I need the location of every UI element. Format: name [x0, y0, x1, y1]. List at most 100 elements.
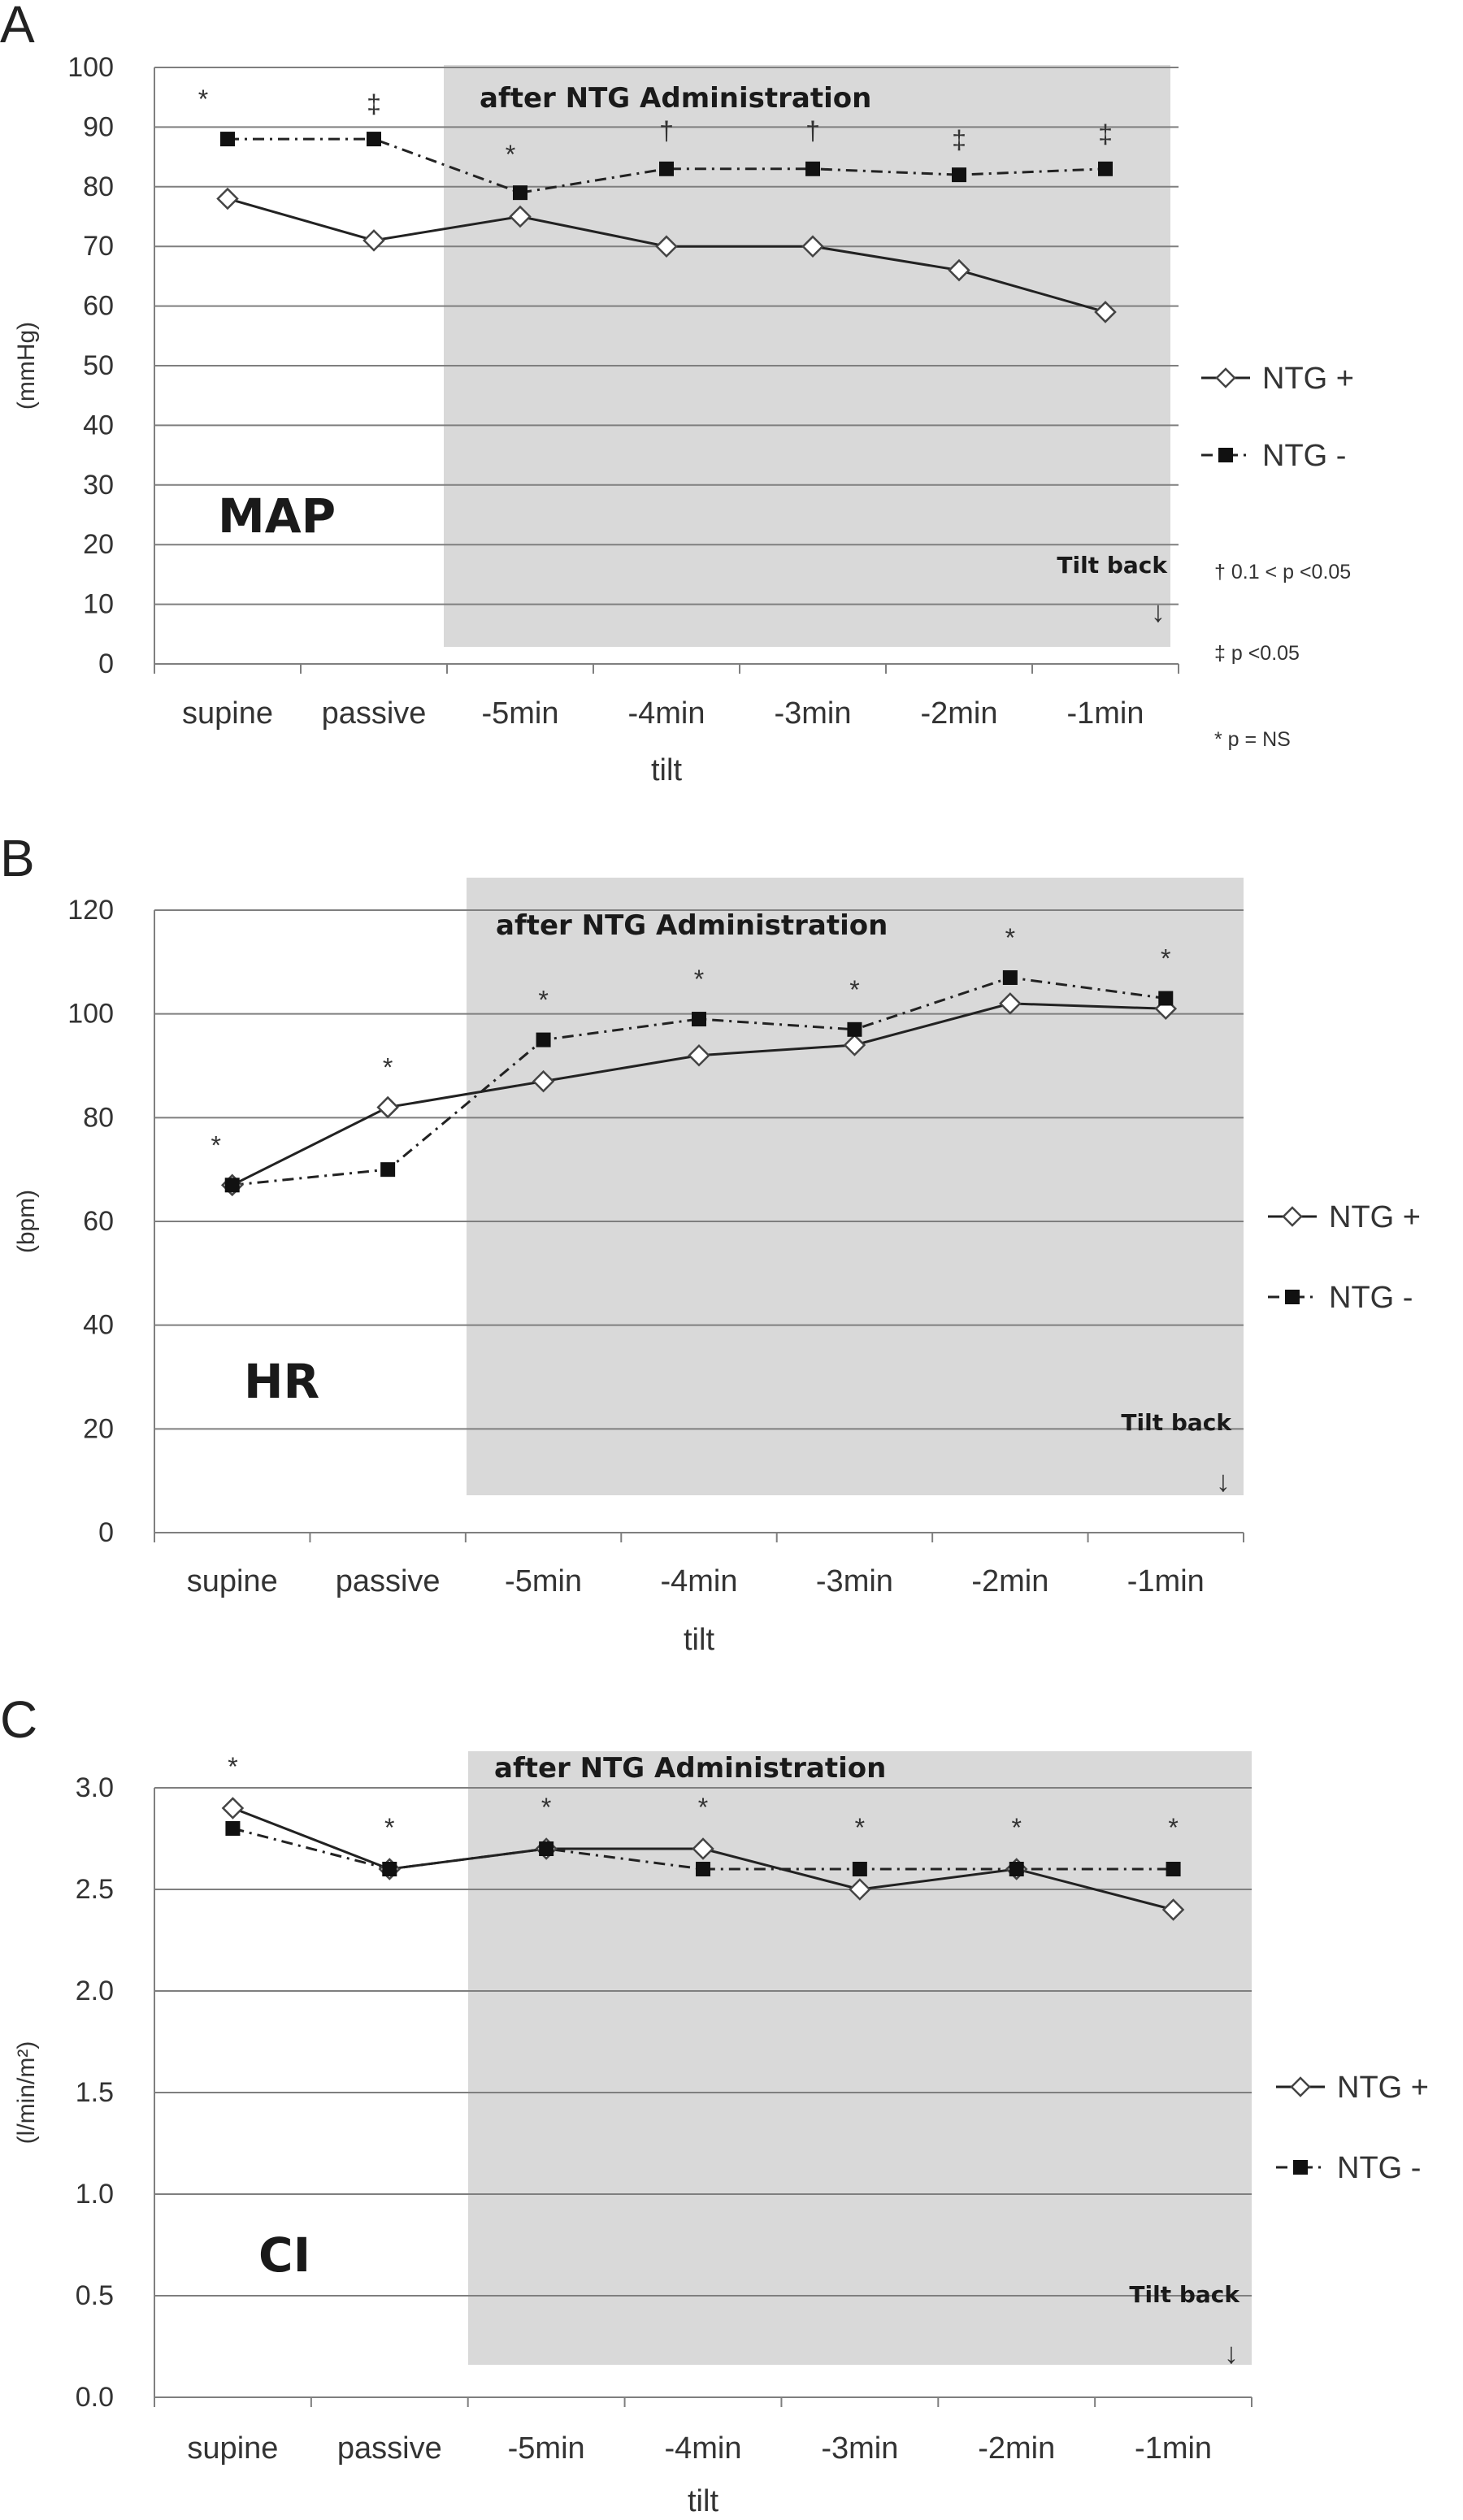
x-tick-label: -4min — [660, 1564, 737, 1598]
x-tick-label: -1min — [1066, 696, 1144, 731]
x-axis-label: tilt — [651, 753, 682, 787]
legend-label: NTG + — [1262, 362, 1354, 396]
legend-label: NTG - — [1329, 1281, 1413, 1315]
legend-marker-ntg-minus — [1293, 2160, 1308, 2175]
data-point-ntg-plus — [216, 187, 239, 210]
significance-marker: * — [506, 140, 515, 169]
footnote: † 0.1 < p <0.05 — [1214, 561, 1351, 583]
legend-marker-ntg-plus — [1290, 2076, 1311, 2097]
panel-title: MAP — [218, 488, 336, 544]
y-tick-label: 10 — [83, 589, 114, 620]
significance-marker: * — [1168, 1813, 1178, 1842]
significance-marker: * — [1005, 923, 1015, 952]
y-tick-label: 0.5 — [76, 2280, 114, 2311]
chart-panel-c: C 0.0 0.5 1.0 1.5 2.0 2.5 3.0 supine passive -5min… — [0, 1690, 1429, 2518]
y-tick-label: 70 — [83, 231, 114, 262]
x-tick-label: supine — [182, 696, 273, 731]
x-tick-label: -2min — [920, 696, 997, 731]
y-tick-label: 0.0 — [76, 2382, 114, 2413]
data-point-ntg-plus — [1161, 1898, 1185, 1921]
tilt-back-label: Tilt back — [1129, 2281, 1240, 2308]
y-tick-label: 90 — [83, 111, 114, 142]
panel-letter: C — [0, 1690, 37, 1749]
footnote: ‡ p <0.05 — [1214, 642, 1300, 665]
data-point-ntg-minus — [1158, 991, 1174, 1006]
significance-marker: ‡ — [952, 125, 966, 154]
y-tick-label: 2.0 — [76, 1976, 114, 2006]
significance-marker: † — [805, 116, 820, 145]
data-point-ntg-minus — [847, 1021, 862, 1037]
data-point-ntg-minus — [805, 161, 820, 176]
panel-title: HR — [244, 1354, 319, 1409]
shaded-region — [467, 878, 1244, 1495]
data-point-ntg-minus — [1009, 1862, 1024, 1876]
data-point-ntg-plus — [655, 235, 678, 258]
significance-marker: * — [541, 1793, 551, 1822]
data-point-ntg-minus — [1166, 1862, 1181, 1876]
significance-marker: ‡ — [1098, 119, 1113, 149]
data-point-ntg-minus — [696, 1862, 710, 1876]
y-axis-label: (l/min/m²) — [13, 2041, 40, 2145]
y-tick-label: 100 — [67, 999, 114, 1030]
x-tick-label: -5min — [508, 2431, 585, 2466]
data-point-ntg-minus — [852, 1862, 867, 1876]
shaded-region — [468, 1751, 1252, 2365]
data-point-ntg-minus — [539, 1841, 554, 1856]
significance-marker: * — [1011, 1813, 1021, 1842]
significance-marker: ‡ — [367, 89, 381, 119]
legend-label: NTG - — [1337, 2151, 1421, 2185]
y-tick-label: 60 — [83, 291, 114, 322]
chart-panel-a: A 0 10 20 30 40 50 60 70 80 90 100 supine passive -5mi… — [0, 0, 1354, 787]
significance-marker: * — [1161, 944, 1170, 974]
significance-marker: * — [228, 1752, 237, 1781]
tilt-back-label: Tilt back — [1057, 552, 1168, 579]
data-point-ntg-plus — [801, 235, 824, 258]
data-point-ntg-minus — [225, 1821, 241, 1836]
y-tick-label: 1.5 — [76, 2077, 114, 2108]
legend-label: NTG + — [1337, 2071, 1429, 2105]
y-tick-label: 100 — [67, 52, 114, 83]
x-tick-label: -1min — [1127, 1564, 1205, 1598]
y-tick-label: 40 — [83, 1310, 114, 1341]
footnote: * p = NS — [1214, 728, 1291, 751]
data-point-ntg-plus — [376, 1095, 399, 1119]
data-point-ntg-minus — [380, 1162, 396, 1178]
x-tick-label: -3min — [816, 1564, 893, 1598]
significance-marker: * — [698, 1793, 708, 1822]
legend-marker-ntg-plus — [1282, 1206, 1303, 1227]
x-axis-label: tilt — [688, 2484, 718, 2518]
y-tick-label: 1.0 — [76, 2179, 114, 2210]
chart-panel-b: B 0 20 40 60 80 100 120 supine passive -5min -4min -… — [0, 829, 1421, 1657]
data-point-ntg-plus — [362, 229, 385, 252]
y-tick-label: 0 — [98, 648, 114, 679]
y-tick-label: 50 — [83, 350, 114, 381]
x-tick-label: supine — [187, 1564, 278, 1598]
x-tick-label: -4min — [664, 2431, 741, 2466]
x-tick-label: -4min — [627, 696, 705, 731]
y-tick-label: 20 — [83, 529, 114, 560]
x-tick-label: -5min — [481, 696, 558, 731]
y-tick-label: 20 — [83, 1413, 114, 1444]
panel-title: CI — [258, 2227, 310, 2283]
x-tick-label: passive — [336, 1564, 441, 1598]
x-axis-label: tilt — [684, 1623, 714, 1657]
y-tick-label: 120 — [67, 895, 114, 926]
significance-marker: * — [538, 986, 548, 1015]
data-point-ntg-plus — [688, 1043, 710, 1067]
y-axis-label: (bpm) — [13, 1190, 40, 1253]
legend-marker-ntg-minus — [1218, 448, 1233, 462]
y-axis-label: (mmHg) — [13, 322, 40, 410]
data-point-ntg-plus — [948, 258, 970, 282]
x-tick-label: supine — [187, 2431, 278, 2466]
data-point-ntg-plus — [509, 205, 532, 228]
data-point-ntg-plus — [532, 1069, 555, 1093]
shaded-region-label: after NTG Administration — [496, 909, 888, 942]
data-point-ntg-minus — [1002, 969, 1018, 985]
x-tick-label: -3min — [774, 696, 851, 731]
legend-label: NTG + — [1329, 1200, 1421, 1234]
significance-marker: * — [211, 1130, 220, 1160]
legend-label: NTG - — [1262, 439, 1346, 473]
data-point-ntg-minus — [952, 167, 966, 183]
y-tick-label: 30 — [83, 470, 114, 501]
